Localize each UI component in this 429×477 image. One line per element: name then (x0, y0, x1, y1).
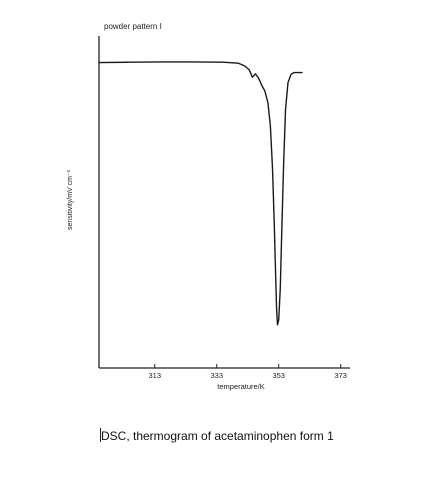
text-cursor (100, 428, 101, 442)
x-tick-label: 373 (334, 371, 347, 380)
x-tick-label: 313 (149, 371, 162, 380)
dsc-chart: 313 333 353 373 (98, 36, 350, 380)
chart-axes (98, 36, 350, 369)
series-group (98, 61, 303, 326)
x-tick-label: 353 (272, 371, 285, 380)
series-line-0 (98, 61, 303, 326)
chart-title: powder pattern I (104, 22, 162, 31)
x-tick-label: 333 (210, 371, 223, 380)
x-axis-label: temperature/K (217, 382, 265, 391)
x-ticks: 313 333 353 373 (149, 364, 347, 380)
caption-text: DSC, thermogram of acetaminophen form 1 (101, 429, 334, 443)
y-axis-label: sensitivity/mV cm⁻¹ (67, 169, 74, 231)
figure-caption: DSC, thermogram of acetaminophen form 1 (100, 428, 334, 443)
